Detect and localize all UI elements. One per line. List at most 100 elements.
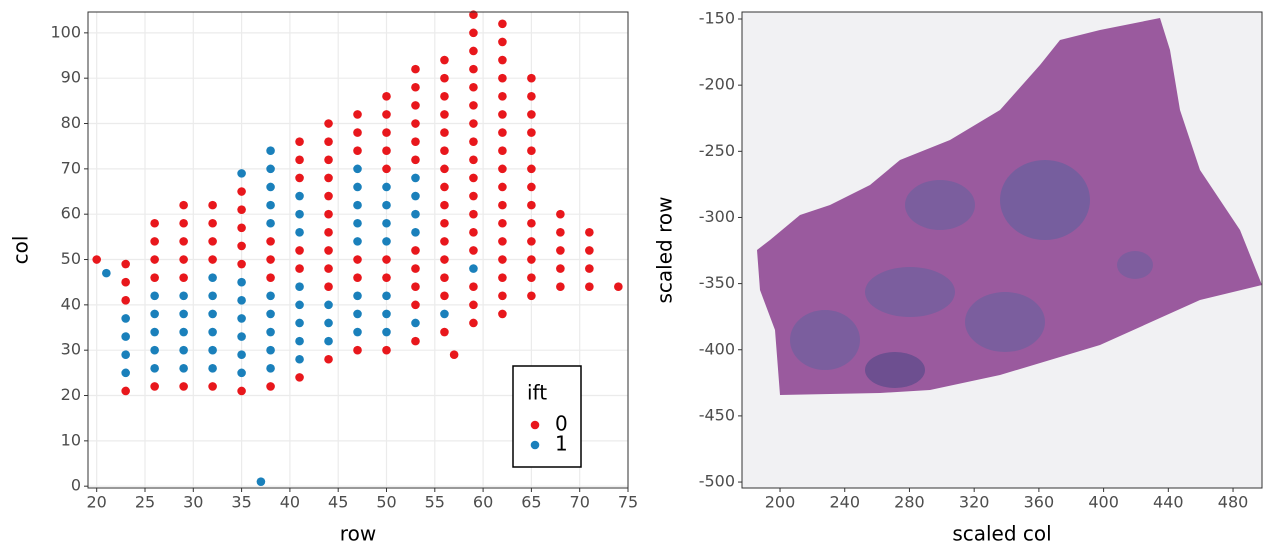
point xyxy=(256,477,266,486)
point xyxy=(469,209,478,219)
point xyxy=(382,128,391,137)
panel-border xyxy=(87,11,629,489)
point xyxy=(382,327,391,337)
point xyxy=(295,209,304,219)
x-tick-label: 360 xyxy=(1024,493,1055,512)
point xyxy=(469,318,478,328)
point xyxy=(179,218,188,228)
point xyxy=(469,28,478,38)
point xyxy=(324,264,333,273)
point xyxy=(237,241,246,251)
x-tick-label: 280 xyxy=(894,493,925,512)
point xyxy=(498,291,507,301)
point xyxy=(295,228,304,237)
panel-border xyxy=(741,11,1263,489)
tissue-region xyxy=(905,180,975,230)
point xyxy=(469,191,478,201)
x-tick-label: 45 xyxy=(328,493,348,512)
point xyxy=(266,327,275,337)
point xyxy=(266,364,275,373)
point xyxy=(324,282,333,292)
point xyxy=(469,137,478,146)
point xyxy=(266,255,275,264)
point xyxy=(585,228,594,237)
point xyxy=(527,73,536,83)
point xyxy=(440,146,449,156)
point xyxy=(237,259,246,269)
point xyxy=(121,386,130,396)
point xyxy=(382,200,391,210)
point xyxy=(411,155,420,165)
point xyxy=(208,309,217,319)
point xyxy=(353,218,362,228)
point xyxy=(150,345,159,355)
point xyxy=(237,223,246,233)
point xyxy=(237,314,246,323)
point xyxy=(469,282,478,292)
point xyxy=(208,255,217,264)
point xyxy=(498,19,507,29)
point xyxy=(614,282,623,292)
tissue-region xyxy=(1000,160,1090,240)
point xyxy=(179,345,188,355)
x-tick-label: 480 xyxy=(1218,493,1249,512)
y-axis-title: scaled row xyxy=(653,197,677,304)
point xyxy=(295,354,304,364)
point xyxy=(469,228,478,237)
x-tick-label: 20 xyxy=(87,493,107,512)
tissue-image xyxy=(742,12,1262,488)
point xyxy=(353,309,362,319)
y-tick-label: 80 xyxy=(61,113,81,132)
point xyxy=(295,336,304,346)
y-tick-label: -450 xyxy=(699,405,735,424)
point xyxy=(527,237,536,246)
point xyxy=(411,209,420,219)
point xyxy=(556,209,565,219)
point xyxy=(150,309,159,319)
point xyxy=(498,309,507,319)
point xyxy=(179,291,188,301)
point xyxy=(382,182,391,192)
x-tick-label: 50 xyxy=(376,493,396,512)
y-tick-label: 70 xyxy=(61,158,81,177)
point xyxy=(498,146,507,156)
point xyxy=(150,237,159,246)
y-tick-label: 20 xyxy=(61,385,81,404)
point xyxy=(498,37,507,47)
point xyxy=(527,273,536,282)
point xyxy=(295,318,304,328)
point xyxy=(382,237,391,246)
x-tick-label: 40 xyxy=(280,493,300,512)
y-tick-label: 100 xyxy=(50,22,81,41)
point xyxy=(92,255,101,264)
point xyxy=(237,277,246,287)
point xyxy=(121,296,130,305)
point xyxy=(440,164,449,174)
point xyxy=(324,119,333,128)
point xyxy=(295,173,304,183)
point xyxy=(208,218,217,228)
x-tick-label: 440 xyxy=(1153,493,1184,512)
x-tick-label: 70 xyxy=(570,493,590,512)
point xyxy=(150,273,159,282)
point xyxy=(498,200,507,210)
tissue-region xyxy=(965,292,1045,352)
point xyxy=(411,64,420,74)
point xyxy=(150,382,159,391)
point xyxy=(440,200,449,210)
y-tick-label: -500 xyxy=(699,472,735,491)
point xyxy=(469,246,478,255)
point xyxy=(324,246,333,255)
point xyxy=(266,182,275,192)
point xyxy=(353,345,362,355)
point xyxy=(266,345,275,355)
point xyxy=(353,200,362,210)
point xyxy=(266,309,275,319)
point xyxy=(440,291,449,301)
point xyxy=(411,282,420,292)
x-tick-label: 30 xyxy=(183,493,203,512)
x-tick-label: 65 xyxy=(521,493,541,512)
point xyxy=(121,314,130,323)
point xyxy=(469,119,478,128)
point xyxy=(382,309,391,319)
